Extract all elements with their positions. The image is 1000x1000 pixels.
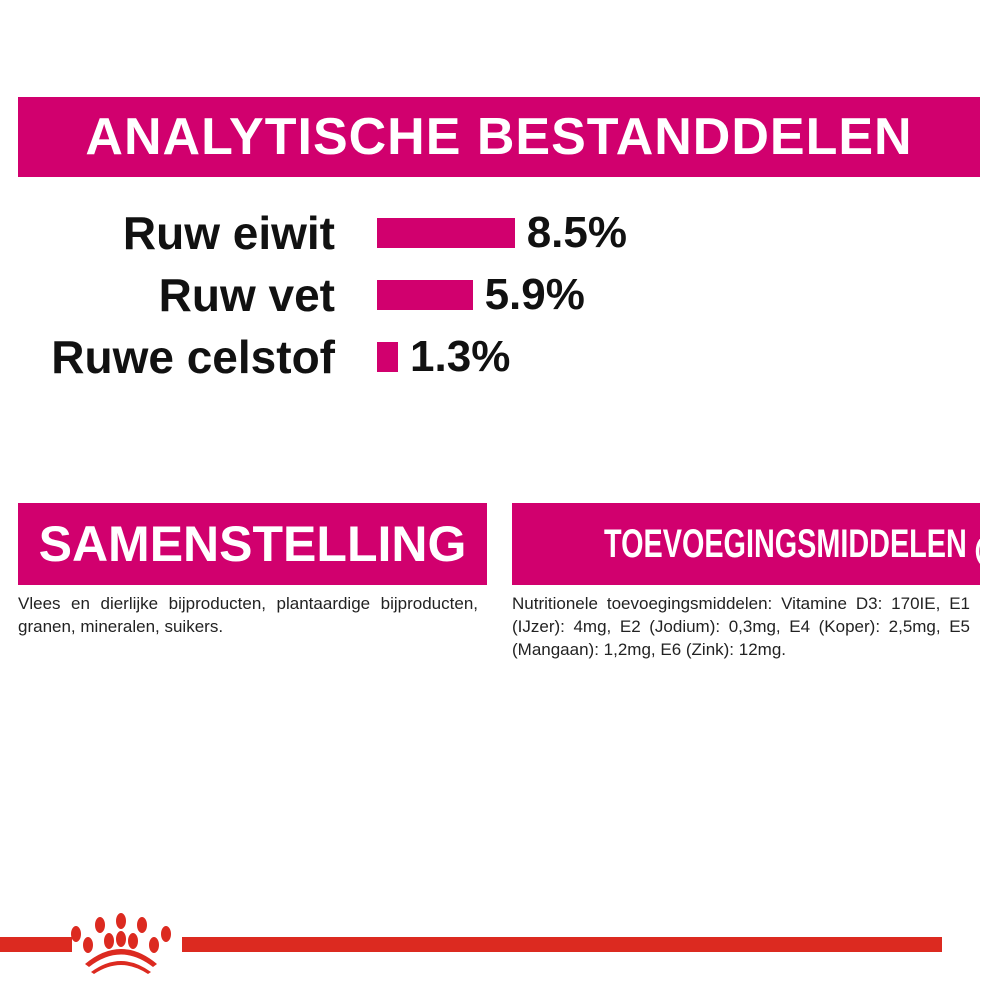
analysis-label: Ruwe celstof bbox=[51, 331, 335, 383]
composition-title: SAMENSTELLING bbox=[38, 516, 467, 572]
analysis-row: Ruw vet 5.9% bbox=[0, 268, 1000, 321]
analysis-bar bbox=[377, 342, 399, 372]
analysis-label: Ruw eiwit bbox=[122, 207, 335, 259]
additives-title: TOEVOEGINGSMIDDELEN bbox=[603, 521, 967, 566]
analysis-bar bbox=[377, 218, 515, 248]
additives-unit: (/kg) bbox=[974, 533, 1000, 564]
analysis-value: 8.5% bbox=[526, 208, 627, 257]
analysis-bar bbox=[377, 280, 473, 310]
composition-header: SAMENSTELLING bbox=[18, 503, 487, 585]
additives-text: Nutritionele toevoegingsmiddelen: Vitami… bbox=[512, 594, 970, 659]
additives-header: TOEVOEGINGSMIDDELEN (/kg) bbox=[512, 503, 1000, 585]
composition-text: Vlees en dierlijke bijproducten, plantaa… bbox=[18, 594, 478, 636]
brand-line-right bbox=[182, 937, 942, 952]
analysis-row: Ruw eiwit 8.5% bbox=[0, 206, 1000, 259]
brand-line-left bbox=[0, 937, 72, 952]
analysis-header: ANALYTISCHE BESTANDDELEN bbox=[18, 97, 980, 177]
analysis-value: 1.3% bbox=[410, 332, 511, 381]
analysis-row: Ruwe celstof 1.3% bbox=[0, 330, 1000, 383]
analysis-label: Ruw vet bbox=[158, 269, 335, 321]
analysis-title: ANALYTISCHE BESTANDDELEN bbox=[85, 108, 913, 166]
royal-canin-crown-icon bbox=[71, 913, 171, 974]
analysis-value: 5.9% bbox=[484, 270, 585, 319]
